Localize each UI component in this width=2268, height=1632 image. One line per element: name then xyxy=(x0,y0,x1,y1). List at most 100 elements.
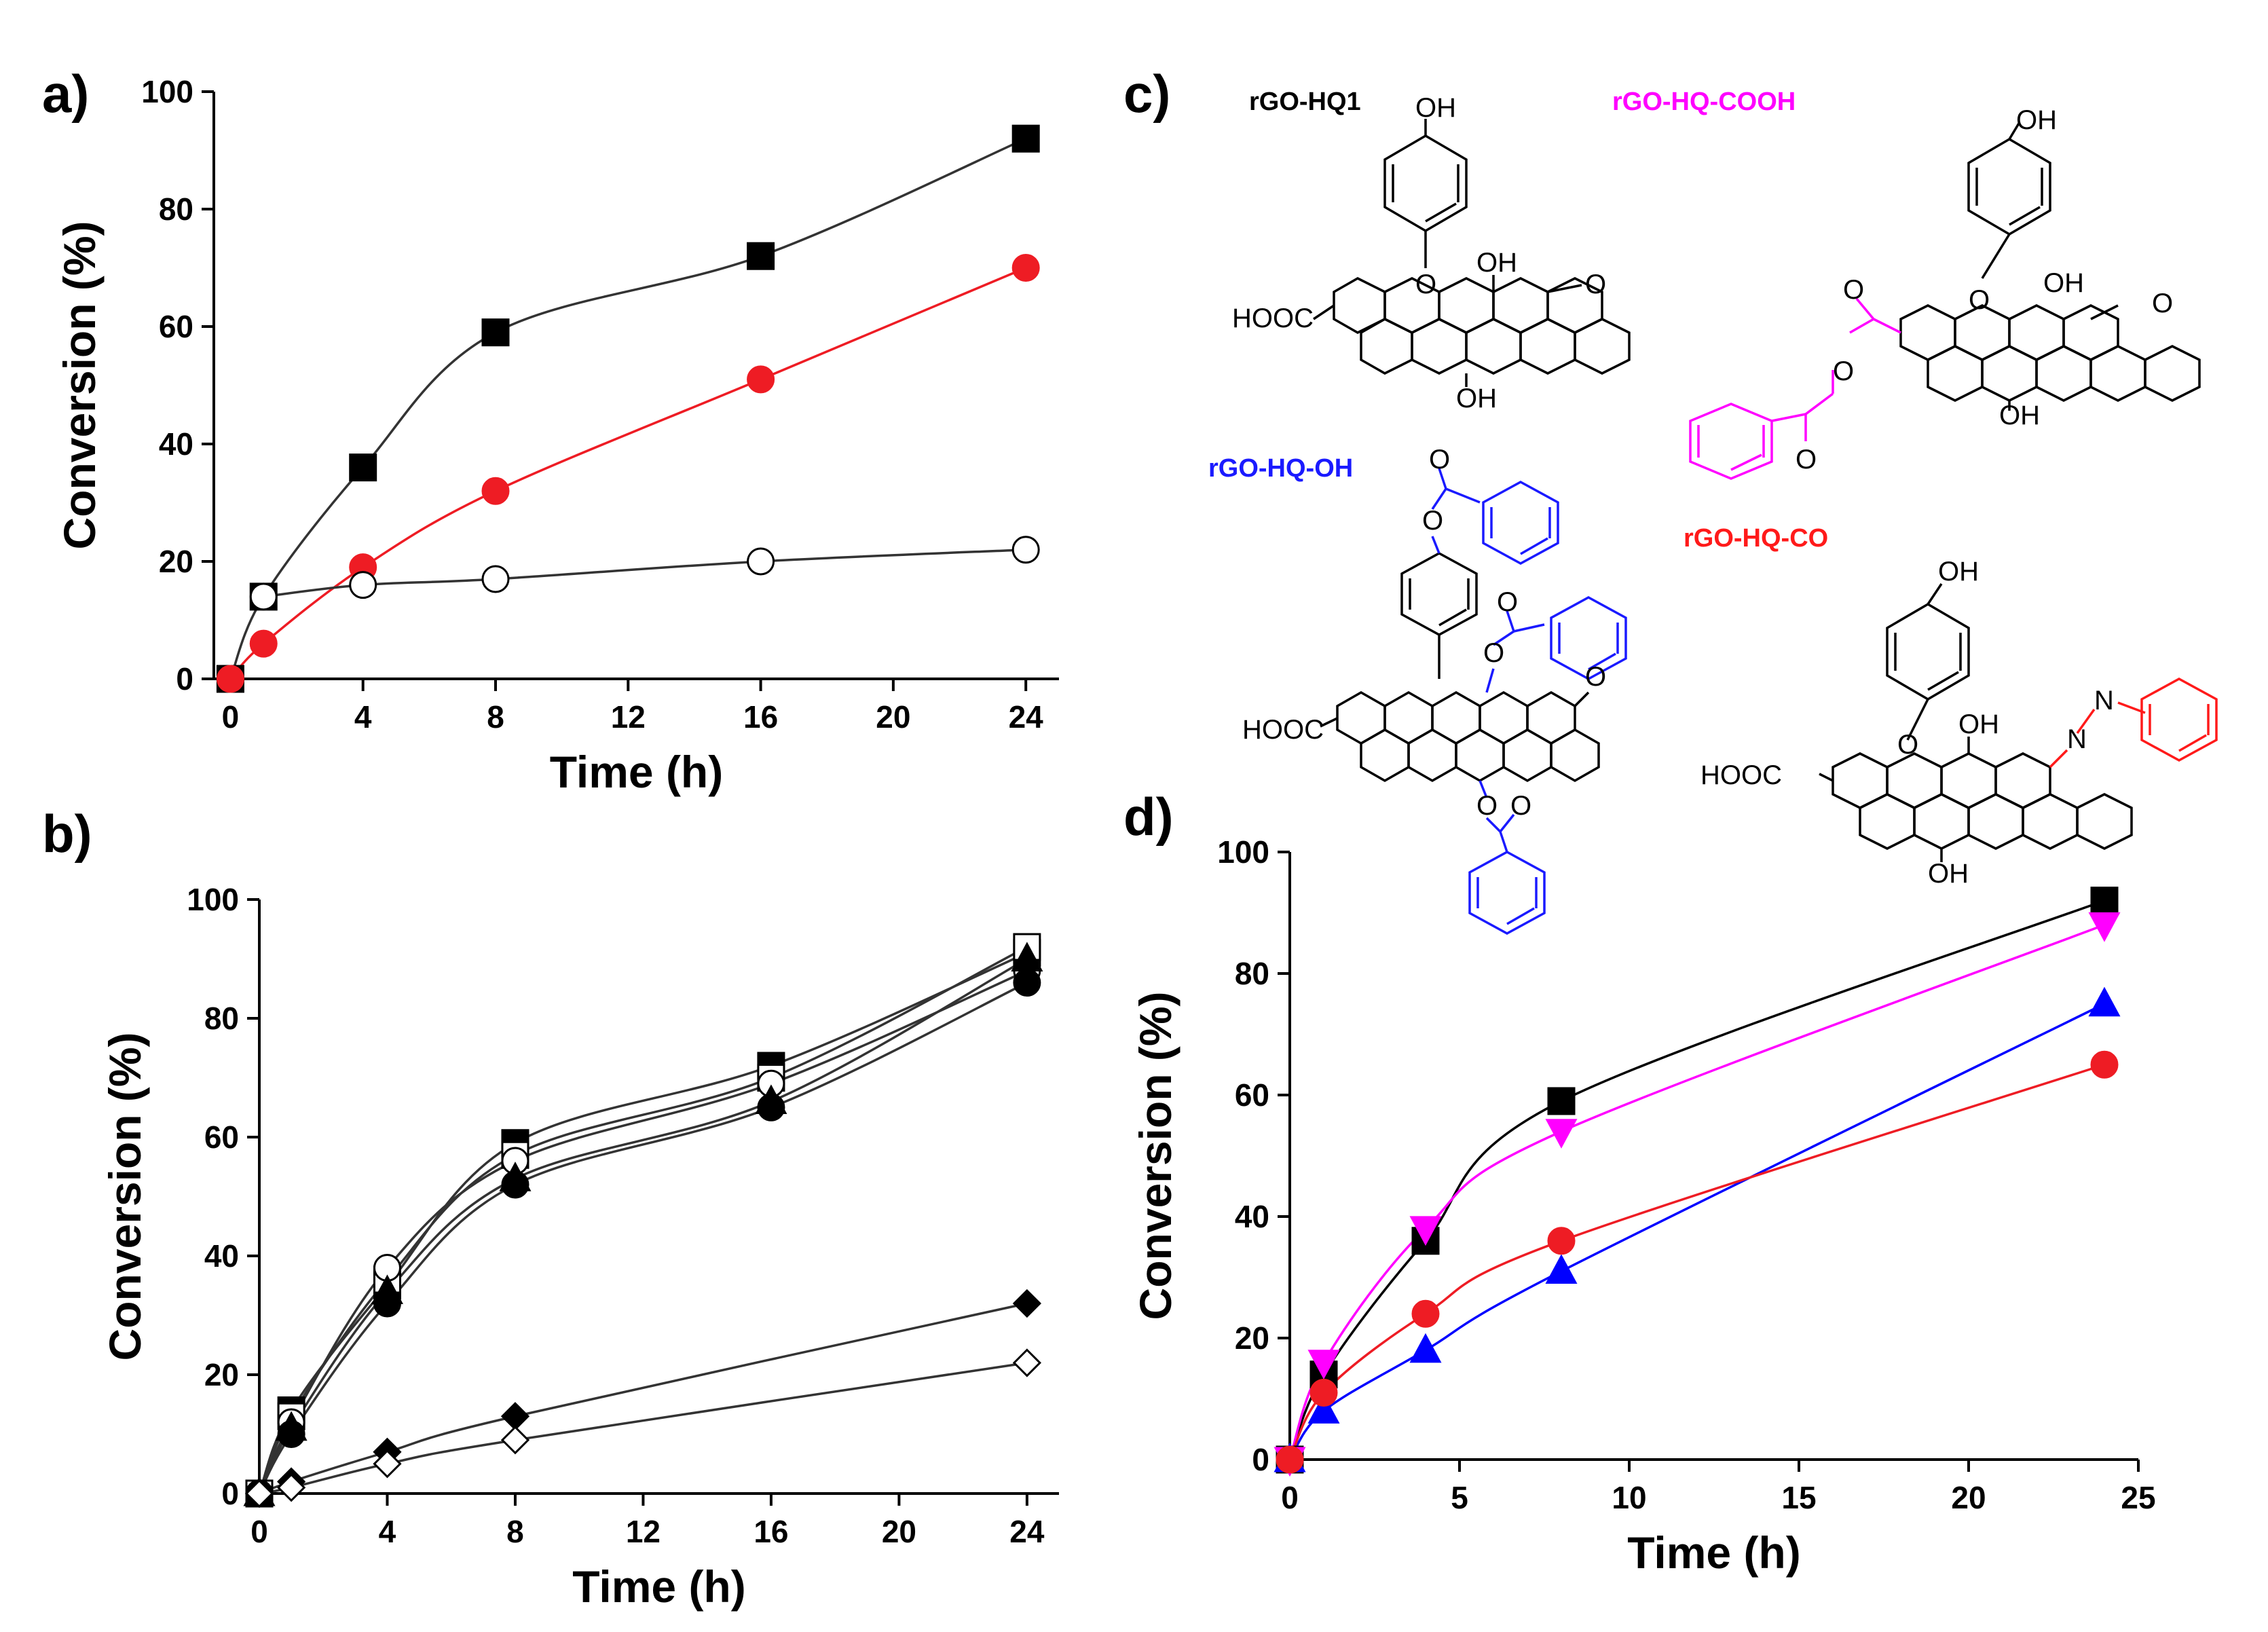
x-tick-label: 4 xyxy=(354,699,372,735)
y-tick-label: 20 xyxy=(204,1357,239,1392)
data-point xyxy=(1011,254,1040,282)
structure-rgo-hq-oh-benzoates xyxy=(1431,468,1627,935)
x-tick-label: 10 xyxy=(1612,1480,1646,1515)
atom-o: O xyxy=(1897,730,1918,760)
chart-panel-d: 0 5 10 15 20 25 0 20 40 60 80 100 Time (h) Conversion… xyxy=(1130,834,2156,1578)
x-tick-label: 20 xyxy=(1951,1480,1986,1515)
x-tick-label: 12 xyxy=(611,699,646,735)
atom-o: O xyxy=(1429,445,1450,475)
y-tick-label: 0 xyxy=(1252,1442,1269,1477)
data-point xyxy=(1547,1227,1576,1255)
structure-rgo-hq-oh xyxy=(1320,552,1600,783)
structure-rgo-hq1-atoms: OH O OH O HOOC OH xyxy=(1232,93,1606,413)
structure-label-co: rGO-HQ-CO xyxy=(1684,524,1828,553)
data-point xyxy=(1012,1348,1042,1377)
data-point xyxy=(277,1420,305,1448)
data-point xyxy=(481,477,510,505)
data-point xyxy=(500,1426,530,1455)
atom-o: O xyxy=(1969,285,1990,315)
structures-panel: rGO-HQ1 rGO-HQ-COOH rGO-HQ-OH rGO-HQ-CO xyxy=(1208,88,2218,935)
data-point xyxy=(373,1449,402,1479)
atom-o: O xyxy=(1415,270,1436,299)
data-point xyxy=(1012,1288,1042,1318)
y-tick-label: 100 xyxy=(141,74,193,109)
structure-rgo-hq-co-atoms: OH O OH HOOC OH N N xyxy=(1700,557,2114,889)
data-point xyxy=(1547,1087,1576,1115)
atom-n: N xyxy=(2067,724,2087,754)
y-tick-label: 0 xyxy=(221,1476,239,1511)
structure-rgo-hq-co-azo xyxy=(2049,678,2218,768)
x-tick-label: 24 xyxy=(1009,699,1044,735)
atom-o: O xyxy=(1422,506,1443,536)
structure-rgo-hq-cooh xyxy=(1899,122,2201,411)
x-tick-label: 5 xyxy=(1451,1480,1468,1515)
data-point xyxy=(244,1479,274,1508)
series-line xyxy=(258,946,1028,1494)
data-point xyxy=(2090,887,2119,915)
atom-o: O xyxy=(1483,638,1504,668)
data-point xyxy=(1409,1216,1442,1246)
data-point xyxy=(2088,986,2121,1017)
series-line xyxy=(1288,923,2105,1460)
data-point xyxy=(1013,969,1041,997)
data-point xyxy=(481,565,510,593)
data-point xyxy=(249,582,278,611)
atom-oh: OH xyxy=(1999,401,2040,430)
y-tick-label: 40 xyxy=(1235,1199,1269,1234)
structure-label-cooh: rGO-HQ-COOH xyxy=(1612,88,1796,116)
panel-label-b: b) xyxy=(42,804,92,864)
atom-o: O xyxy=(1585,662,1606,692)
x-tick-label: 0 xyxy=(1281,1480,1299,1515)
x-tick-label: 8 xyxy=(506,1514,524,1549)
data-point xyxy=(216,665,244,693)
x-axis-title: Time (h) xyxy=(1627,1527,1800,1578)
data-point xyxy=(249,629,278,658)
x-tick-label: 4 xyxy=(379,1514,396,1549)
structure-label-oh: rGO-HQ-OH xyxy=(1208,454,1353,483)
data-point xyxy=(1011,124,1040,153)
x-tick-label: 20 xyxy=(882,1514,916,1549)
chart-panel-b: 0 4 8 12 16 20 24 0 20 40 60 80 100 Time (h) Conversio… xyxy=(100,882,1059,1612)
structure-rgo-hq-cooh-ester xyxy=(1689,297,1901,480)
y-tick-label: 20 xyxy=(159,544,193,579)
data-point xyxy=(1409,1333,1442,1363)
series-line xyxy=(1288,899,2105,1460)
atom-oh: OH xyxy=(1415,93,1456,123)
y-tick-label: 100 xyxy=(1217,834,1269,870)
data-point xyxy=(349,453,377,482)
atom-o: O xyxy=(2152,289,2173,318)
y-tick-label: 60 xyxy=(159,309,193,344)
atom-o: O xyxy=(1585,270,1606,299)
atom-o: O xyxy=(1476,791,1498,821)
atom-hooc: HOOC xyxy=(1232,303,1314,333)
x-axis-title: Time (h) xyxy=(550,747,723,797)
panel-label-c: c) xyxy=(1123,64,1170,124)
data-point xyxy=(1545,1119,1578,1149)
atom-o: O xyxy=(1510,791,1531,821)
data-point xyxy=(373,1289,401,1318)
data-point xyxy=(2088,912,2121,942)
data-point xyxy=(1307,1394,1340,1424)
series-line xyxy=(1288,1063,2105,1460)
y-tick-label: 60 xyxy=(204,1119,239,1155)
data-point xyxy=(1309,1379,1338,1407)
structure-rgo-hq1 xyxy=(1313,119,1631,387)
data-point xyxy=(747,242,775,270)
data-point xyxy=(1307,1350,1340,1379)
atom-hooc: HOOC xyxy=(1242,715,1324,745)
data-point xyxy=(481,318,510,347)
x-tick-label: 0 xyxy=(250,1514,268,1549)
atom-oh: OH xyxy=(2016,105,2057,135)
atom-oh: OH xyxy=(1476,248,1517,278)
data-point xyxy=(1011,536,1040,564)
panel-label-a: a) xyxy=(42,64,89,124)
atom-o: O xyxy=(1833,356,1854,386)
x-tick-label: 0 xyxy=(222,699,240,735)
y-tick-label: 80 xyxy=(159,191,193,227)
data-point xyxy=(1276,1445,1304,1474)
data-point xyxy=(501,1170,529,1199)
x-tick-label: 15 xyxy=(1781,1480,1816,1515)
data-point xyxy=(2090,1050,2119,1079)
atom-oh: OH xyxy=(2043,268,2084,298)
x-tick-label: 16 xyxy=(743,699,778,735)
